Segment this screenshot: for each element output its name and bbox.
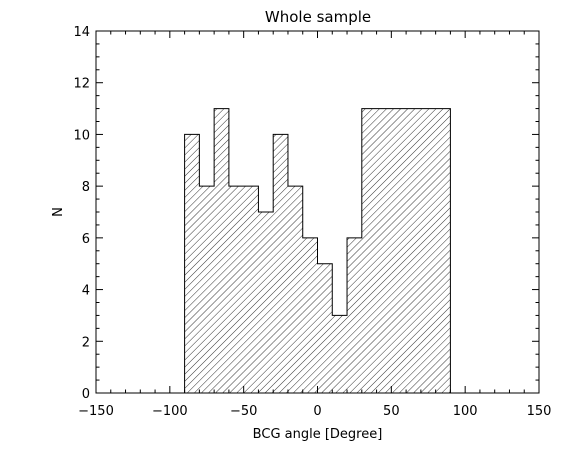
- y-tick-label: 14: [73, 25, 90, 40]
- histogram-bar: [391, 108, 407, 394]
- histogram-bar: [214, 108, 229, 394]
- y-tick-label: 12: [73, 77, 90, 92]
- histogram-bar: [361, 108, 377, 394]
- histogram-bar: [184, 134, 200, 393]
- histogram-bar: [420, 108, 436, 394]
- axis-ticks: [95, 30, 540, 394]
- y-tick-label: 2: [82, 335, 90, 350]
- histogram-bar: [273, 134, 288, 393]
- x-tick-label: 0: [313, 404, 321, 419]
- histogram-outline: [184, 108, 451, 393]
- y-tick-label: 8: [82, 180, 90, 195]
- x-tick-label: 100: [453, 404, 478, 419]
- histogram-bar: [435, 108, 451, 394]
- histogram-bar: [317, 263, 333, 393]
- y-tick-labels: 0 2 4 6 8 10 12 14: [73, 25, 90, 402]
- y-tick-label: 0: [82, 387, 90, 402]
- histogram-bars: [184, 108, 451, 394]
- histogram-bar: [376, 108, 392, 394]
- histogram-bar: [347, 237, 362, 393]
- x-tick-label: −50: [230, 404, 257, 419]
- histogram-bar: [228, 186, 244, 393]
- y-tick-label: 4: [82, 284, 90, 299]
- x-tick-label: −150: [78, 404, 114, 419]
- histogram-bar: [199, 186, 215, 393]
- x-tick-label: 150: [527, 404, 552, 419]
- x-tick-labels: −150 −100 −50 0 50 100 150: [78, 404, 551, 419]
- y-axis-label: N: [51, 207, 66, 217]
- histogram-bar: [406, 108, 421, 394]
- y-tick-label: 10: [73, 128, 90, 143]
- y-tick-label: 6: [82, 232, 90, 247]
- x-axis-label: BCG angle [Degree]: [253, 427, 383, 442]
- x-tick-label: 50: [383, 404, 400, 419]
- histogram-bar: [287, 186, 303, 393]
- histogram-bar: [332, 315, 348, 393]
- histogram-bar: [302, 237, 318, 393]
- histogram-bar: [243, 186, 259, 393]
- chart-title: Whole sample: [265, 8, 371, 26]
- x-tick-label: −100: [152, 404, 188, 419]
- histogram-bar: [258, 212, 274, 393]
